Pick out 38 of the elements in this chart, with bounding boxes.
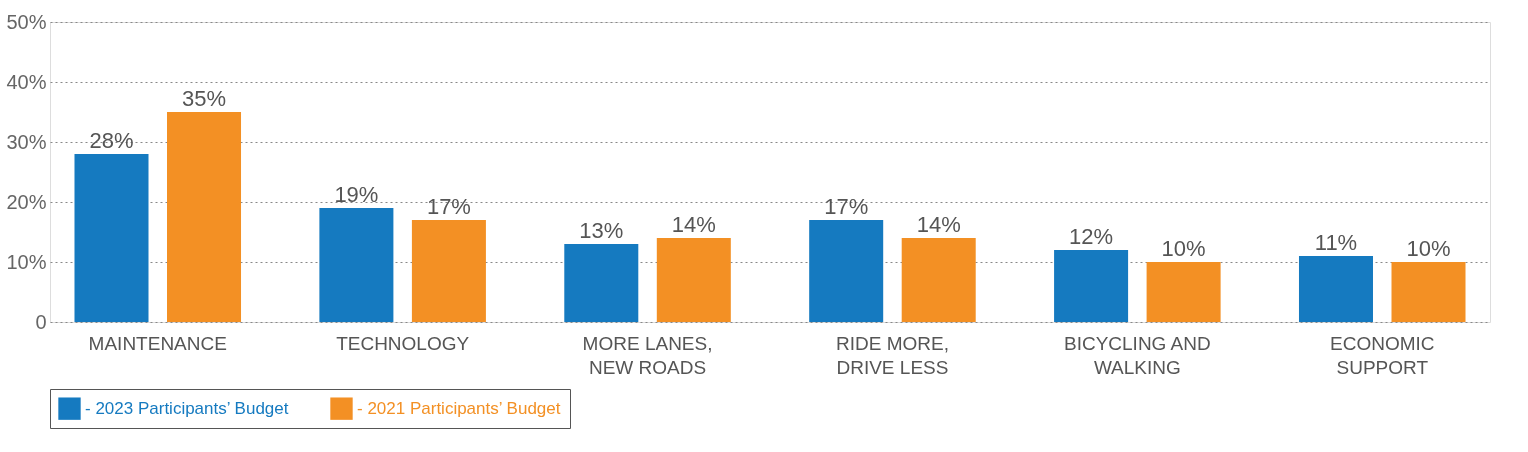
x-tick-label: ECONOMIC SUPPORT — [1329, 332, 1435, 378]
x-tick-label: BICYCLING AND WALKING — [1063, 332, 1211, 378]
bar — [411, 220, 486, 322]
x-tick-label: TECHNOLOGY — [336, 332, 470, 354]
bar — [1391, 262, 1466, 322]
bar — [1054, 250, 1129, 322]
x-tick-label: MAINTENANCE — [88, 332, 227, 354]
legend-label: - 2021 Participants’ Budget — [357, 398, 561, 418]
y-tick-label: 0 — [35, 310, 47, 333]
bar — [319, 208, 394, 322]
bar — [1146, 262, 1221, 322]
x-tick-label: MORE LANES, NEW ROADS — [582, 332, 713, 378]
data-label: 12% — [1069, 224, 1114, 249]
bar — [656, 238, 731, 322]
data-label: 10% — [1406, 236, 1451, 261]
y-tick-label: 40% — [6, 70, 47, 93]
bar — [74, 154, 149, 322]
data-label: 14% — [671, 212, 716, 237]
bar — [901, 238, 976, 322]
y-tick-label: 20% — [6, 190, 47, 213]
bar — [564, 244, 639, 322]
y-tick-label: 30% — [6, 130, 47, 153]
data-label: 14% — [916, 212, 961, 237]
bar — [167, 112, 242, 322]
data-label: 11% — [1314, 230, 1358, 255]
data-label: 10% — [1161, 236, 1206, 261]
legend-label: - 2023 Participants’ Budget — [85, 398, 289, 418]
data-label: 17% — [426, 194, 471, 219]
y-tick-label: 50% — [6, 10, 47, 33]
data-label: 17% — [824, 194, 869, 219]
data-label: 19% — [334, 182, 379, 207]
bar — [809, 220, 884, 322]
data-label: 35% — [181, 86, 227, 111]
y-tick-label: 10% — [6, 250, 47, 273]
bar — [1298, 256, 1373, 322]
data-label: 28% — [89, 128, 134, 153]
data-label: 13% — [579, 218, 624, 243]
x-tick-label: RIDE MORE, DRIVE LESS — [835, 332, 949, 378]
